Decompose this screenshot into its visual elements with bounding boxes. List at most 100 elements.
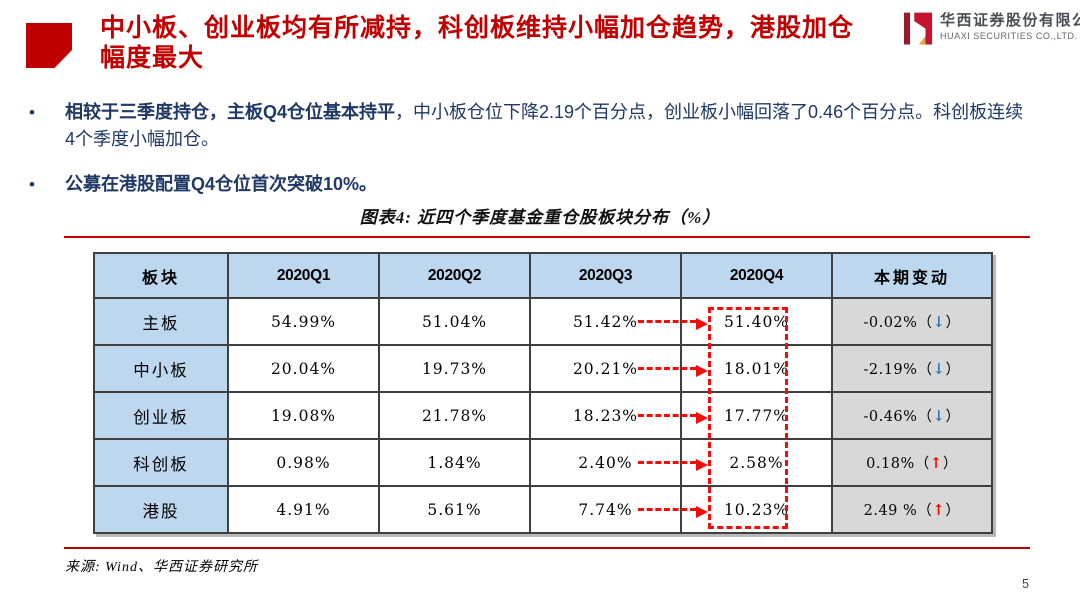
row-label: 中小板 xyxy=(93,344,229,393)
table-row: 中小板 20.04% 19.73% 20.21% 18.01% -2.19%（↓… xyxy=(93,344,993,393)
company-name-en: HUAXI SECURITIES CO.,LTD. xyxy=(940,31,1078,41)
change-arrow-icon: ↑ xyxy=(929,454,943,472)
value-cell: 20.04% xyxy=(227,344,380,393)
change-cell: 2.49 %（↑） xyxy=(831,485,993,534)
page-title: 中小板、创业板均有所减持，科创板维持小幅加仓趋势，港股加仓幅度最大 xyxy=(100,14,855,72)
change-cell: -0.02%（↓） xyxy=(831,297,993,346)
huaxi-logo-icon xyxy=(903,12,933,45)
change-value: -2.19% xyxy=(863,362,918,378)
cell-value: 51.04% xyxy=(421,312,488,331)
cell-value: 51.42% xyxy=(572,312,639,331)
bullet-2-bold: 公募在港股配置Q4仓位首次突破10%。 xyxy=(65,174,378,194)
holdings-table-wrap: 板块 2020Q1 2020Q2 2020Q3 2020Q4 本期变动 主板 5… xyxy=(93,252,993,534)
cell-value: 0.98% xyxy=(276,453,331,472)
value-cell: 54.99% xyxy=(227,297,380,346)
change-value: -0.46% xyxy=(863,409,918,425)
paren-close: ） xyxy=(945,315,961,331)
col-header-2020q1: 2020Q1 xyxy=(227,252,380,299)
dashed-arrow-icon xyxy=(638,364,708,377)
value-cell: 2.40% xyxy=(529,438,682,487)
change-cell: -0.46%（↓） xyxy=(831,391,993,440)
value-cell: 21.78% xyxy=(378,391,531,440)
value-cell: 19.73% xyxy=(378,344,531,393)
cell-value: 54.99% xyxy=(270,312,337,331)
row-label: 科创板 xyxy=(93,438,229,487)
change-cell: 0.18%（↑） xyxy=(831,438,993,487)
paren-close: ） xyxy=(945,409,961,425)
change-value: -0.02% xyxy=(863,315,918,331)
value-cell: 51.40% xyxy=(638,297,833,346)
value-cell: 18.01% xyxy=(638,344,833,393)
dashed-arrow-icon xyxy=(638,317,708,330)
cell-value: 51.40% xyxy=(723,312,790,331)
holdings-table: 板块 2020Q1 2020Q2 2020Q3 2020Q4 本期变动 主板 5… xyxy=(93,252,993,534)
value-cell: 5.61% xyxy=(378,485,531,534)
value-cell: 7.74% xyxy=(529,485,682,534)
table-row: 主板 54.99% 51.04% 51.42% 51.40% -0.02%（↓） xyxy=(93,297,993,346)
page-number: 5 xyxy=(1022,577,1029,591)
value-cell: 1.84% xyxy=(378,438,531,487)
col-header-2020q4: 2020Q4 xyxy=(680,252,833,299)
paren-open: （ xyxy=(917,503,933,519)
dashed-arrow-icon xyxy=(638,505,708,518)
row-label: 港股 xyxy=(93,485,229,534)
value-cell: 51.04% xyxy=(378,297,531,346)
divider-line-top xyxy=(64,236,1030,238)
paren-open: （ xyxy=(914,456,930,472)
table-header: 板块 2020Q1 2020Q2 2020Q3 2020Q4 本期变动 xyxy=(93,252,993,299)
paren-open: （ xyxy=(917,315,933,331)
change-arrow-icon: ↓ xyxy=(932,407,946,425)
cell-value: 17.77% xyxy=(723,406,790,425)
cell-value: 18.01% xyxy=(723,359,790,378)
paren-close: ） xyxy=(945,503,961,519)
cell-value: 1.84% xyxy=(427,453,482,472)
col-header-change: 本期变动 xyxy=(831,252,993,299)
value-cell: 19.08% xyxy=(227,391,380,440)
change-arrow-icon: ↓ xyxy=(932,360,946,378)
cell-value: 18.23% xyxy=(572,406,639,425)
value-cell: 0.98% xyxy=(227,438,380,487)
change-arrow-icon: ↑ xyxy=(932,501,946,519)
bullet-point-1: 相较于三季度持仓，主板Q4仓位基本持平，中小板仓位下降2.19个百分点，创业板小… xyxy=(65,99,1027,153)
bullet-point-2: 公募在港股配置Q4仓位首次突破10%。 xyxy=(65,171,1027,198)
cell-value: 7.74% xyxy=(578,500,633,519)
title-corner-mark xyxy=(26,23,72,68)
cell-value: 20.04% xyxy=(270,359,337,378)
dashed-arrow-icon xyxy=(638,458,708,471)
value-cell: 17.77% xyxy=(638,391,833,440)
value-cell: 2.58% xyxy=(638,438,833,487)
paren-close: ） xyxy=(945,362,961,378)
bullet-1-rest: ，中小板仓位下降2.19个百分点，创业板小幅回落了0.46个百分点。科创板连续4… xyxy=(65,102,1024,149)
col-header-2020q3: 2020Q3 xyxy=(529,252,682,299)
row-label: 创业板 xyxy=(93,391,229,440)
cell-value: 20.21% xyxy=(572,359,639,378)
table-row: 创业板 19.08% 21.78% 18.23% 17.77% -0.46%（↓… xyxy=(93,391,993,440)
company-logo: 华西证券股份有限公司 HUAXI SECURITIES CO.,LTD. xyxy=(903,11,1080,48)
logo-text: 华西证券股份有限公司 HUAXI SECURITIES CO.,LTD. xyxy=(940,11,1080,42)
cell-value: 2.58% xyxy=(729,453,784,472)
col-header-2020q2: 2020Q2 xyxy=(378,252,531,299)
table-row: 港股 4.91% 5.61% 7.74% 10.23% 2.49 %（↑） xyxy=(93,485,993,534)
cell-value: 4.91% xyxy=(276,500,331,519)
cell-value: 2.40% xyxy=(578,453,633,472)
cell-value: 19.73% xyxy=(421,359,488,378)
divider-line-bottom xyxy=(64,547,1030,549)
bullet-1-bold: 相较于三季度持仓，主板Q4仓位基本持平 xyxy=(65,102,396,122)
dashed-arrow-icon xyxy=(638,411,708,424)
table-row: 科创板 0.98% 1.84% 2.40% 2.58% 0.18%（↑） xyxy=(93,438,993,487)
change-value: 2.49 % xyxy=(863,503,918,519)
paren-open: （ xyxy=(917,409,933,425)
figure-caption: 图表4: 近四个季度基金重仓股板块分布（%） xyxy=(359,208,721,227)
cell-value: 10.23% xyxy=(723,500,790,519)
change-cell: -2.19%（↓） xyxy=(831,344,993,393)
paren-close: ） xyxy=(942,456,958,472)
table-body: 主板 54.99% 51.04% 51.42% 51.40% -0.02%（↓）… xyxy=(93,297,993,534)
change-value: 0.18% xyxy=(866,456,915,472)
bullet-icon: • xyxy=(29,175,35,194)
source-note: 来源: Wind、华西证券研究所 xyxy=(65,560,258,575)
row-label: 主板 xyxy=(93,297,229,346)
paren-open: （ xyxy=(917,362,933,378)
cell-value: 21.78% xyxy=(421,406,488,425)
value-cell: 4.91% xyxy=(227,485,380,534)
